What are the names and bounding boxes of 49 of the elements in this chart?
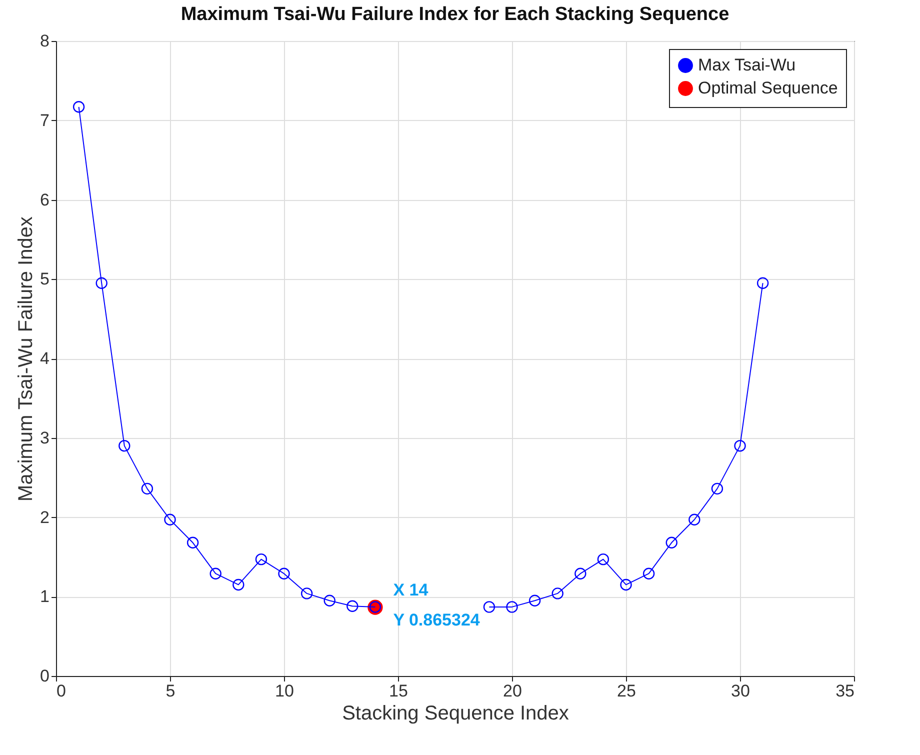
y-tick-label: 1 [40, 587, 50, 606]
x-tick-label: 10 [275, 682, 294, 700]
legend-label: Max Tsai-Wu [698, 56, 796, 74]
point [346, 600, 358, 612]
point [711, 482, 724, 495]
point [574, 568, 586, 580]
y-tick-label: 7 [40, 110, 50, 130]
y-tick-label: 3 [40, 428, 50, 448]
point [506, 601, 518, 613]
x-tick-label: 20 [503, 682, 522, 700]
annotation: X 14 Y 0.865324 [393, 580, 480, 630]
y-tick-label: 8 [40, 32, 50, 50]
point [666, 536, 678, 548]
x-tick-label: 5 [166, 682, 176, 700]
point [552, 588, 564, 600]
y-tick-label: 0 [40, 666, 50, 686]
chart-title: Maximum Tsai-Wu Failure Index for Each Stacking Sequence [180, 4, 730, 25]
point [734, 440, 746, 452]
y-tick-label: 5 [40, 270, 50, 289]
legend-label: Optimal Sequence [698, 78, 838, 98]
point [483, 601, 496, 613]
x-tick-label: 35 [836, 682, 854, 700]
point [118, 440, 130, 452]
y-tick-label: 4 [40, 349, 50, 368]
point [528, 594, 541, 606]
point [642, 568, 655, 580]
point [141, 482, 154, 495]
y-tick-label: 6 [40, 190, 50, 210]
x-tick-label: 25 [617, 682, 636, 700]
x-axis-title: Stacking Sequence Index [342, 702, 569, 724]
x-tick-label: 30 [731, 682, 750, 700]
point [324, 594, 336, 606]
point [756, 277, 769, 289]
point [164, 514, 176, 526]
point [232, 578, 244, 591]
point [210, 568, 222, 580]
point [96, 277, 108, 289]
point [597, 553, 610, 566]
point [688, 514, 700, 526]
point [255, 553, 268, 566]
point [72, 101, 85, 113]
y-tick-label: 2 [40, 508, 50, 527]
x-tick-label: 15 [389, 682, 408, 700]
point [620, 578, 632, 591]
point [300, 588, 313, 600]
x-tick-label: 0 [56, 682, 66, 700]
point [278, 568, 290, 580]
y-axis-title: Maximum Tsai-Wu Failure Index [15, 216, 38, 502]
point [186, 536, 199, 548]
